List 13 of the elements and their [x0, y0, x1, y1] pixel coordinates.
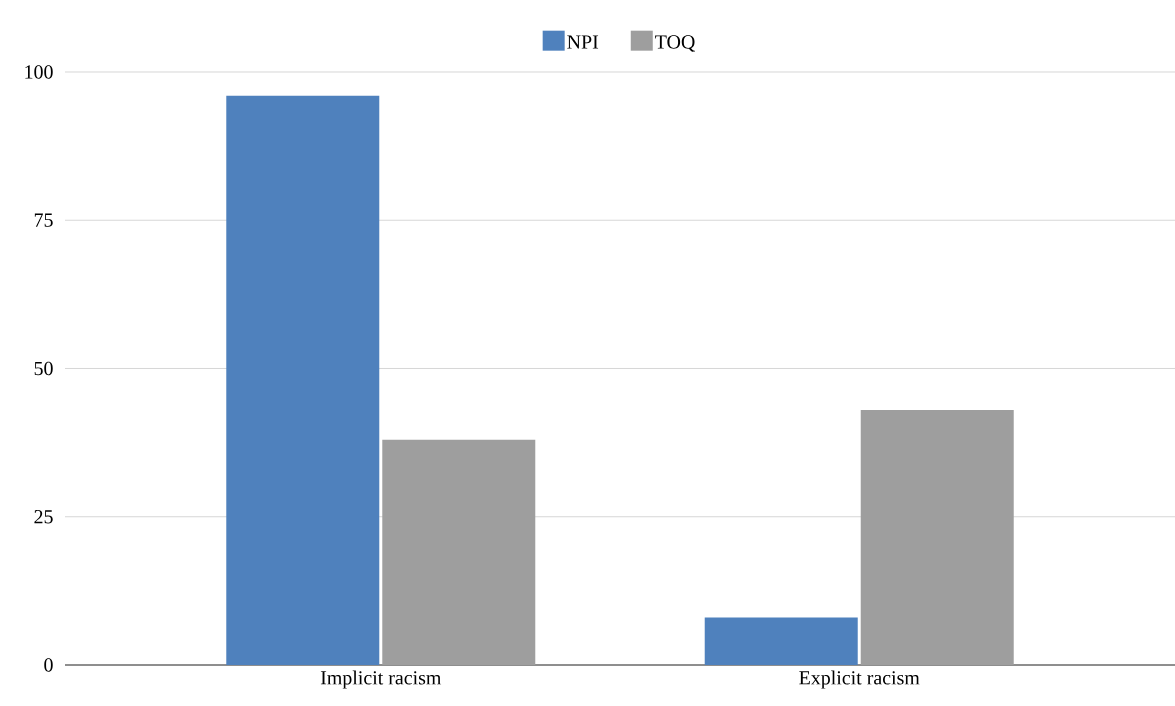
- legend-label: NPI: [567, 35, 599, 49]
- x-tick-label: Explicit racism: [799, 670, 920, 689]
- y-tick-label: 100: [25, 65, 53, 79]
- x-tick-label: Implicit racism: [320, 670, 442, 689]
- bar: [704, 617, 858, 665]
- y-tick-label: 0: [44, 658, 53, 672]
- y-tick-label: 75: [34, 213, 53, 227]
- legend-label: TOQ: [655, 35, 695, 52]
- bar: [860, 410, 1014, 665]
- bar: [382, 439, 536, 665]
- bar: [226, 95, 380, 665]
- y-tick-label: 50: [34, 361, 53, 376]
- y-tick-label: 25: [34, 510, 53, 524]
